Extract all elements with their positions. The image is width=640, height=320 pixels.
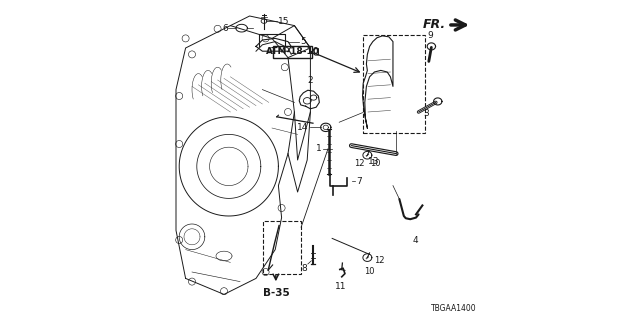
Text: ATM-18-10: ATM-18-10 xyxy=(266,47,319,56)
Text: 8: 8 xyxy=(301,264,307,273)
Text: 5: 5 xyxy=(300,37,306,46)
Bar xyxy=(264,221,301,274)
Text: 11: 11 xyxy=(335,282,346,291)
Text: 13: 13 xyxy=(368,157,380,166)
Text: 2: 2 xyxy=(307,76,312,85)
Text: FR.: FR. xyxy=(422,18,445,30)
Text: 6: 6 xyxy=(222,24,228,33)
Text: 4: 4 xyxy=(413,236,418,245)
Text: 10: 10 xyxy=(364,267,375,276)
Text: 15: 15 xyxy=(278,17,289,26)
Text: 7: 7 xyxy=(356,177,362,186)
Text: TBGAA1400: TBGAA1400 xyxy=(431,304,476,313)
Bar xyxy=(362,35,425,133)
Text: 10: 10 xyxy=(371,159,381,168)
Text: 9: 9 xyxy=(428,31,433,40)
Text: B-35: B-35 xyxy=(264,288,290,298)
Text: 12: 12 xyxy=(374,256,384,265)
Text: 12: 12 xyxy=(355,159,365,168)
Text: 1: 1 xyxy=(316,144,322,153)
Text: 3: 3 xyxy=(424,109,429,118)
Text: 14: 14 xyxy=(296,123,308,132)
